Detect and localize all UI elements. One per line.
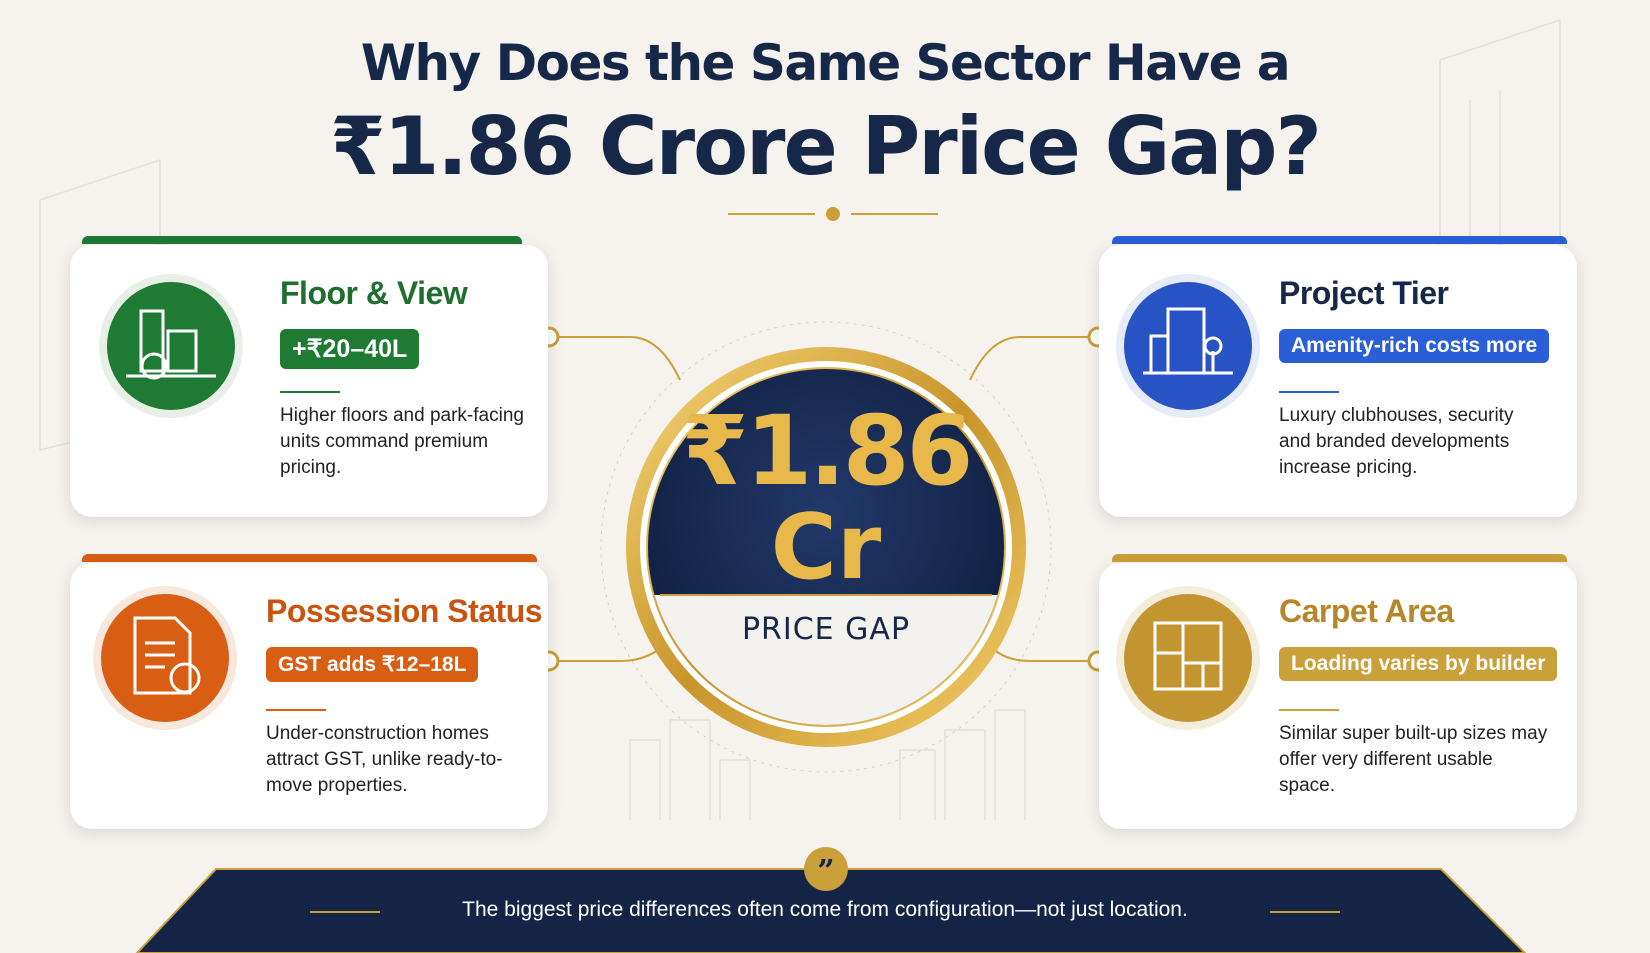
card: Floor & View +₹20–40L Higher floors and … xyxy=(70,245,548,517)
card-accent xyxy=(82,554,537,562)
center-unit: Cr xyxy=(770,495,882,600)
card: Possession Status GST adds ₹12–18L Under… xyxy=(70,563,548,829)
card-title: Floor & View xyxy=(280,275,468,311)
footer-quote: The biggest price differences often come… xyxy=(462,898,1188,921)
card-icon xyxy=(93,586,237,730)
card-rule xyxy=(1279,709,1339,711)
card-tag: +₹20–40L xyxy=(280,329,420,369)
center-label: PRICE GAP xyxy=(741,612,911,647)
card-tag: Amenity-rich costs more xyxy=(1279,329,1550,363)
card: Carpet Area Loading varies by builder Si… xyxy=(1099,563,1577,829)
card: Project Tier Amenity-rich costs more Lux… xyxy=(1099,245,1577,517)
card-icon xyxy=(99,274,243,418)
card-accent xyxy=(1112,554,1567,562)
title-line1: Why Does the Same Sector Have a xyxy=(360,34,1291,92)
center-amount: ₹1.86 xyxy=(681,395,974,507)
card-description: Under-construction homes attract GST, un… xyxy=(266,723,503,796)
svg-text:”: ” xyxy=(817,854,834,889)
card-icon xyxy=(1116,274,1260,418)
card-description: Higher floors and park-facing units comm… xyxy=(280,405,524,478)
title-line2: ₹1.86 Crore Price Gap? xyxy=(330,100,1322,193)
card-accent xyxy=(1112,236,1567,244)
card-tag: Loading varies by builder xyxy=(1279,647,1558,681)
card-title: Carpet Area xyxy=(1279,593,1454,629)
card-icon xyxy=(1116,586,1260,730)
card-tag: GST adds ₹12–18L xyxy=(266,647,479,682)
card-rule xyxy=(1279,391,1339,393)
card-title: Possession Status xyxy=(266,593,543,629)
card-description: Luxury clubhouses, security and branded … xyxy=(1279,405,1514,478)
card-rule xyxy=(266,709,326,711)
card-rule xyxy=(280,391,340,393)
card-title: Project Tier xyxy=(1279,275,1449,311)
card-accent xyxy=(82,236,522,244)
card-description: Similar super built-up sizes may offer v… xyxy=(1279,723,1548,796)
